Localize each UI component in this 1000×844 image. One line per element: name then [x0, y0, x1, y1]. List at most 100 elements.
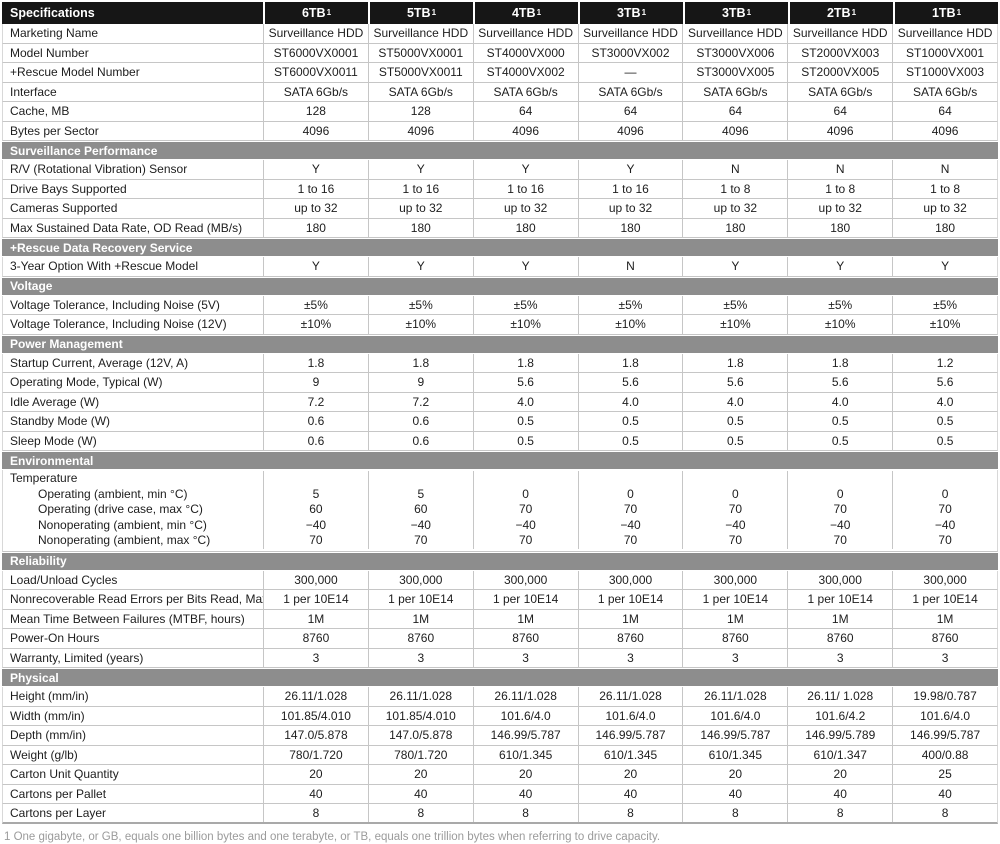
spec-value: 5.6 [892, 373, 997, 392]
table-row: Drive Bays Supported 1 to 16 1 to 16 1 to 1… [2, 179, 998, 199]
spec-value: 0.6 [367, 431, 473, 450]
table-row: Temperature Operating (ambient, min °C) Op… [2, 470, 998, 552]
spec-label: Load/Unload Cycles [10, 572, 118, 587]
table-row: Width (mm/in) 101.85/4.010 101.85/4.010 101… [2, 706, 998, 726]
spec-value: Y [367, 160, 473, 179]
spec-value: Y [682, 257, 787, 276]
spec-value: ST5000VX0001 [367, 43, 473, 62]
spec-value: 5 60 −40 70 [263, 471, 368, 549]
spec-value: 0.5 [577, 412, 683, 431]
spec-value: 610/1.345 [577, 745, 683, 764]
spec-label: Mean Time Between Failures (MTBF, hours) [10, 611, 245, 626]
spec-value: 40 [577, 784, 683, 803]
table-row: Cameras Supported up to 32 up to 32 up to 3… [2, 199, 998, 219]
spec-value: 8760 [367, 629, 473, 648]
spec-value: ±10% [263, 315, 368, 334]
column-header-6tb-0: 6TB 1 [265, 2, 368, 24]
spec-value: 1.8 [682, 353, 787, 372]
table-row: Bytes per Sector 4096 4096 4096 4096 4096 4096… [2, 121, 998, 141]
spec-value: 780/1.720 [367, 745, 473, 764]
spec-value: 1M [367, 609, 473, 628]
spec-value: Surveillance HDD [682, 24, 787, 43]
spec-value: 147.0/5.878 [367, 726, 473, 745]
spec-label: Cameras Supported [10, 201, 118, 215]
table-row: Marketing Name Surveillance HDD Surveillan… [2, 24, 998, 44]
spec-value: 64 [577, 102, 683, 121]
spec-value: up to 32 [577, 199, 683, 218]
spec-value: Surveillance HDD [263, 24, 368, 43]
spec-value: 780/1.720 [263, 745, 368, 764]
spec-value: 26.11/1.028 [682, 687, 787, 706]
spec-value: ±5% [787, 295, 892, 314]
spec-value: 1.8 [367, 353, 473, 372]
table-row: Model Number ST6000VX0001 ST5000VX0001 ST40… [2, 43, 998, 63]
spec-value: up to 32 [263, 199, 368, 218]
table-row: R/V (Rotational Vibration) Sensor Y Y Y Y N N N [2, 160, 998, 180]
spec-label: Weight (g/lb) [10, 747, 78, 762]
spec-value: 8760 [682, 629, 787, 648]
spec-value: 9 [367, 373, 473, 392]
column-header-5tb-1: 5TB 1 [370, 2, 473, 24]
spec-value: ST2000VX003 [787, 43, 892, 62]
spec-value: 4096 [787, 121, 892, 140]
spec-value: 147.0/5.878 [263, 726, 368, 745]
table-row: Cartons per Pallet 40 40 40 40 40 40 40 [2, 784, 998, 804]
spec-value: ±5% [577, 295, 683, 314]
spec-value: 8 [892, 804, 997, 822]
spec-value: ±10% [577, 315, 683, 334]
spec-value: 40 [367, 784, 473, 803]
spec-value: 7.2 [263, 392, 368, 411]
spec-sublabel: Operating (ambient, min °C) [38, 486, 188, 501]
spec-value: up to 32 [682, 199, 787, 218]
spec-value: 0.6 [367, 412, 473, 431]
spec-value: 300,000 [787, 570, 892, 589]
spec-value: 26.11/1.028 [367, 687, 473, 706]
spec-value: 610/1.345 [472, 745, 578, 764]
spec-value: ±10% [472, 315, 578, 334]
spec-label: Interface [10, 84, 57, 99]
spec-value: ±5% [682, 295, 787, 314]
spec-value: 0.5 [787, 431, 892, 450]
spec-value: 1 to 16 [367, 179, 473, 198]
spec-value: ±10% [367, 315, 473, 334]
spec-value: 180 [892, 218, 997, 237]
spec-label: Voltage Tolerance, Including Noise (5V) [10, 297, 220, 312]
spec-label: Depth (mm/in) [10, 728, 87, 742]
column-header-2tb-5: 2TB 1 [790, 2, 893, 24]
spec-value: 1M [577, 609, 683, 628]
table-row: Warranty, Limited (years) 3 3 3 3 3 3 3 [2, 648, 998, 668]
spec-value: 146.99/5.787 [472, 726, 578, 745]
spec-label: Voltage Tolerance, Including Noise (12V) [10, 317, 227, 331]
spec-value: 180 [263, 218, 368, 237]
spec-value: 8760 [787, 629, 892, 648]
spec-value: 20 [263, 765, 368, 784]
spec-table: Specifications 6TB 1 5TB 1 4TB 1 3TB 1 3TB 1 2TB 1 1T… [2, 2, 998, 824]
spec-value: 8760 [892, 629, 997, 648]
spec-value: ±5% [892, 295, 997, 314]
table-row: Weight (g/lb) 780/1.720 780/1.720 610/1.345… [2, 745, 998, 765]
column-header-4tb-2: 4TB 1 [475, 2, 578, 24]
spec-value: 0 70 −40 70 [682, 471, 787, 549]
spec-value: 0.5 [682, 412, 787, 431]
spec-value: 3 [577, 648, 683, 667]
spec-label: Height (mm/in) [10, 689, 89, 703]
spec-value: 128 [263, 102, 368, 121]
spec-label: 3-Year Option With +Rescue Model [10, 259, 198, 273]
spec-value: 0.6 [263, 412, 368, 431]
spec-value: N [787, 160, 892, 179]
spec-value: Y [787, 257, 892, 276]
spec-label: Cache, MB [10, 104, 70, 118]
section-header: Surveillance Performance [2, 141, 998, 160]
spec-value: SATA 6Gb/s [787, 82, 892, 101]
spec-value: 20 [367, 765, 473, 784]
spec-value: ±10% [787, 315, 892, 334]
spec-value: 1 to 16 [577, 179, 683, 198]
spec-value: ±10% [892, 315, 997, 334]
spec-value: 146.99/5.787 [577, 726, 683, 745]
spec-value: 300,000 [577, 570, 683, 589]
spec-value: 3 [472, 648, 578, 667]
spec-value: 5.6 [682, 373, 787, 392]
spec-value: up to 32 [787, 199, 892, 218]
spec-value: 19.98/0.787 [892, 687, 997, 706]
spec-label: +Rescue Model Number [10, 65, 140, 79]
